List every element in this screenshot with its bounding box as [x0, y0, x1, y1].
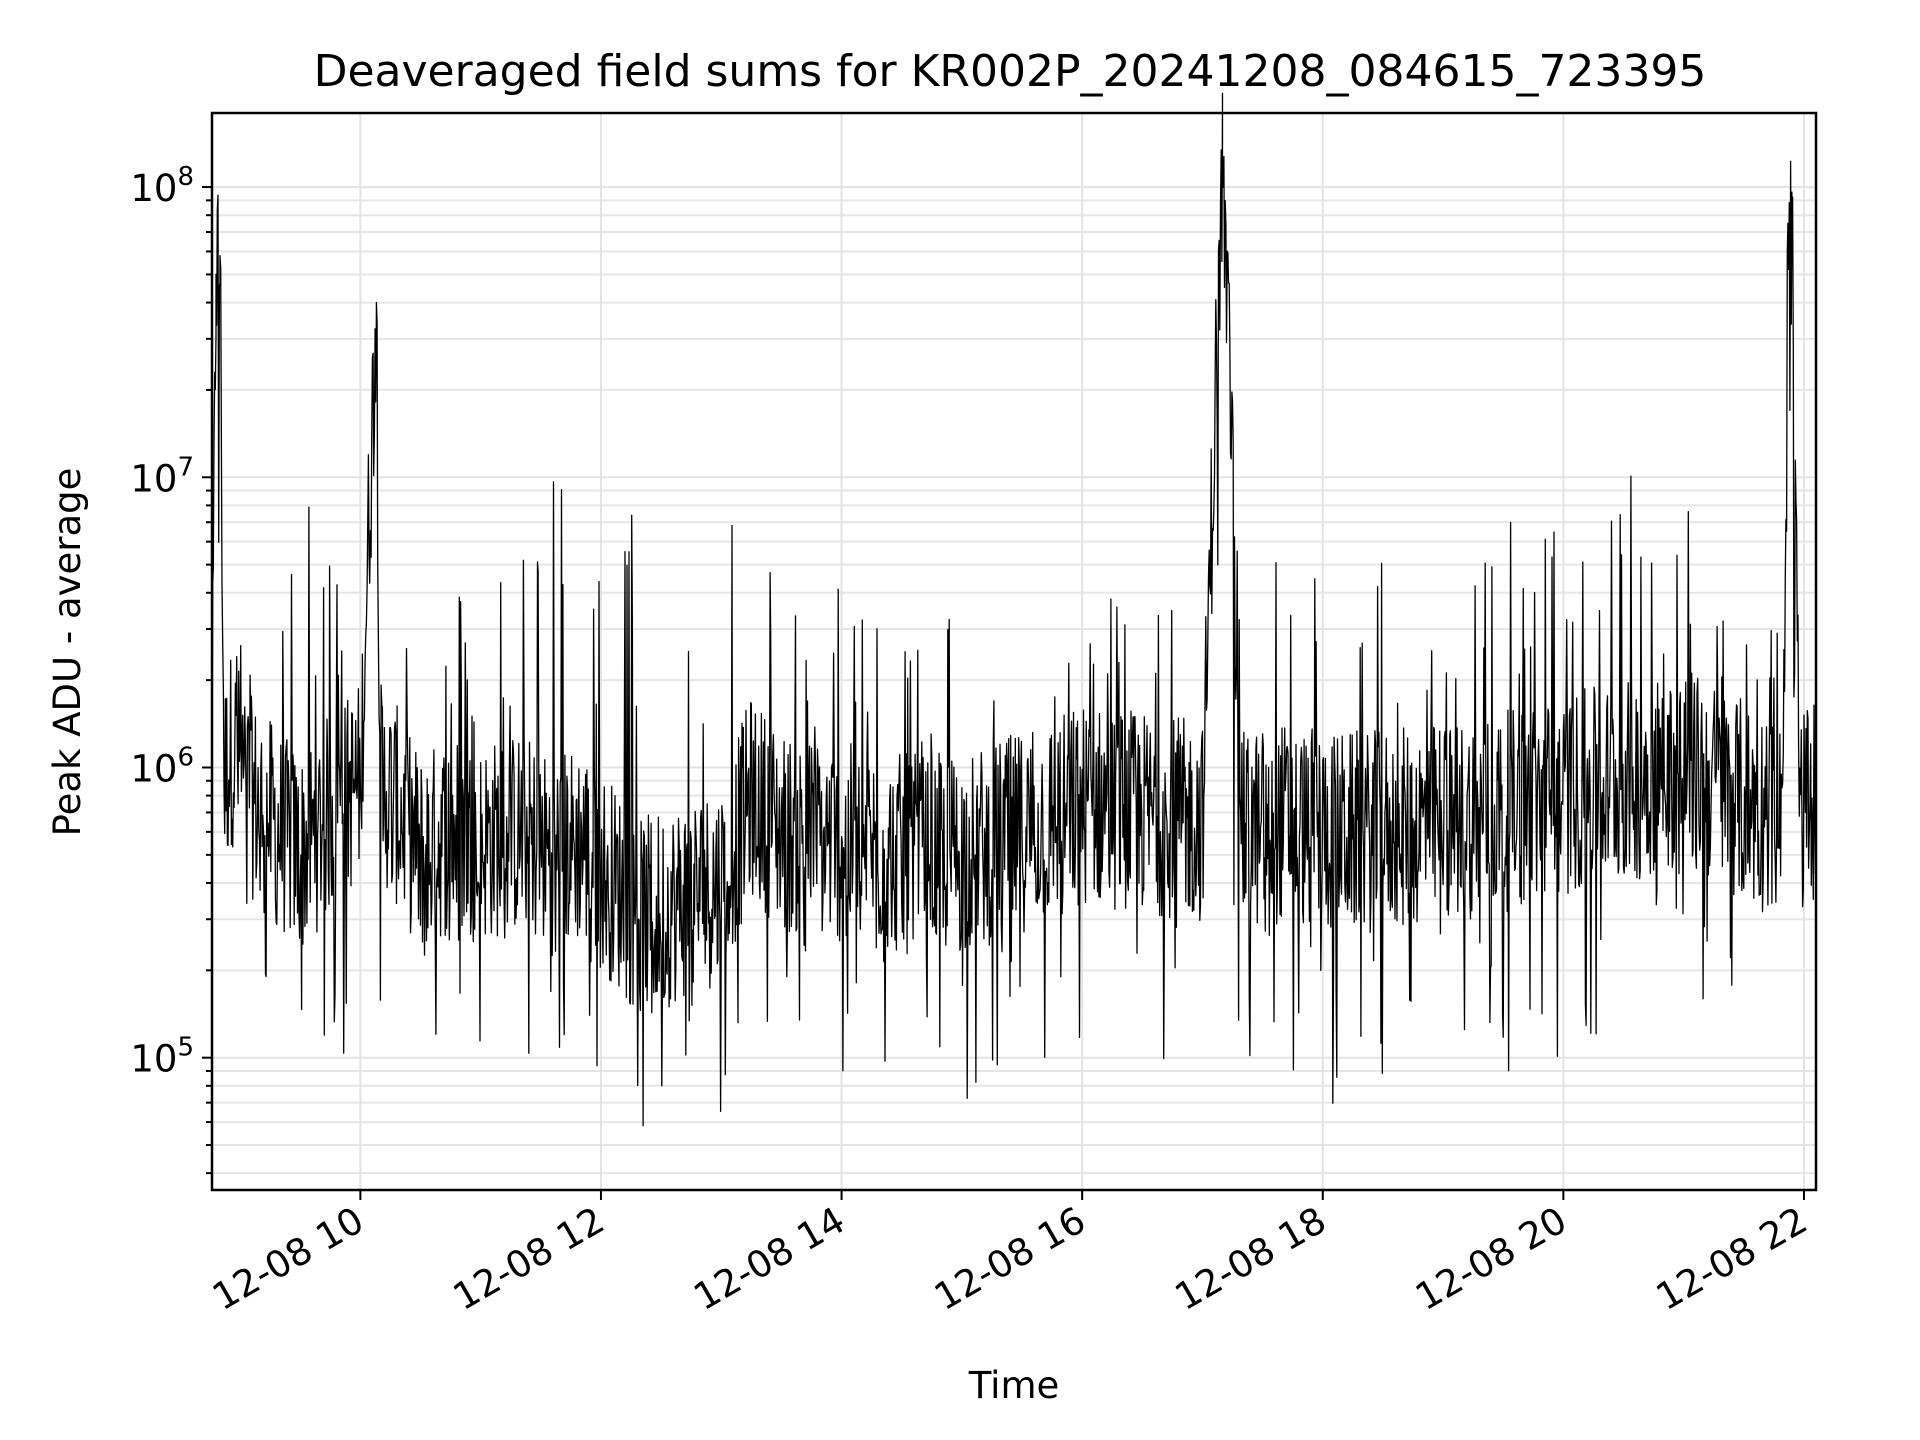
series-layer	[211, 92, 1817, 1127]
plot-frame	[210, 111, 1818, 1192]
y-tick-label: 106	[130, 742, 194, 790]
x-axis-label: Time	[968, 1364, 1060, 1407]
y-tick-label: 107	[130, 452, 194, 500]
series-line	[211, 92, 1817, 1127]
x-tick-label: 12-08 10	[205, 1199, 371, 1319]
x-axis-ticks: 12-08 10 12-08 12 12-08 14 12-08 16 12-08 18…	[205, 1190, 1814, 1319]
x-tick-label: 12-08 18	[1168, 1199, 1334, 1319]
x-tick-label: 12-08 14	[686, 1199, 852, 1319]
y-tick-label: 108	[130, 162, 194, 210]
y-axis-ticks: 105 106 107 108	[130, 162, 212, 1175]
x-tick-label: 12-08 22	[1649, 1199, 1815, 1319]
x-tick-label: 12-08 12	[446, 1199, 612, 1319]
x-tick-label: 12-08 20	[1408, 1199, 1574, 1319]
x-tick-label: 12-08 16	[927, 1199, 1093, 1319]
chart-title: Deaveraged field sums for KR002P_2024120…	[314, 46, 1707, 97]
y-tick-label: 105	[130, 1033, 194, 1081]
grid	[212, 113, 1816, 1190]
y-axis-label: Peak ADU - average	[46, 468, 89, 837]
